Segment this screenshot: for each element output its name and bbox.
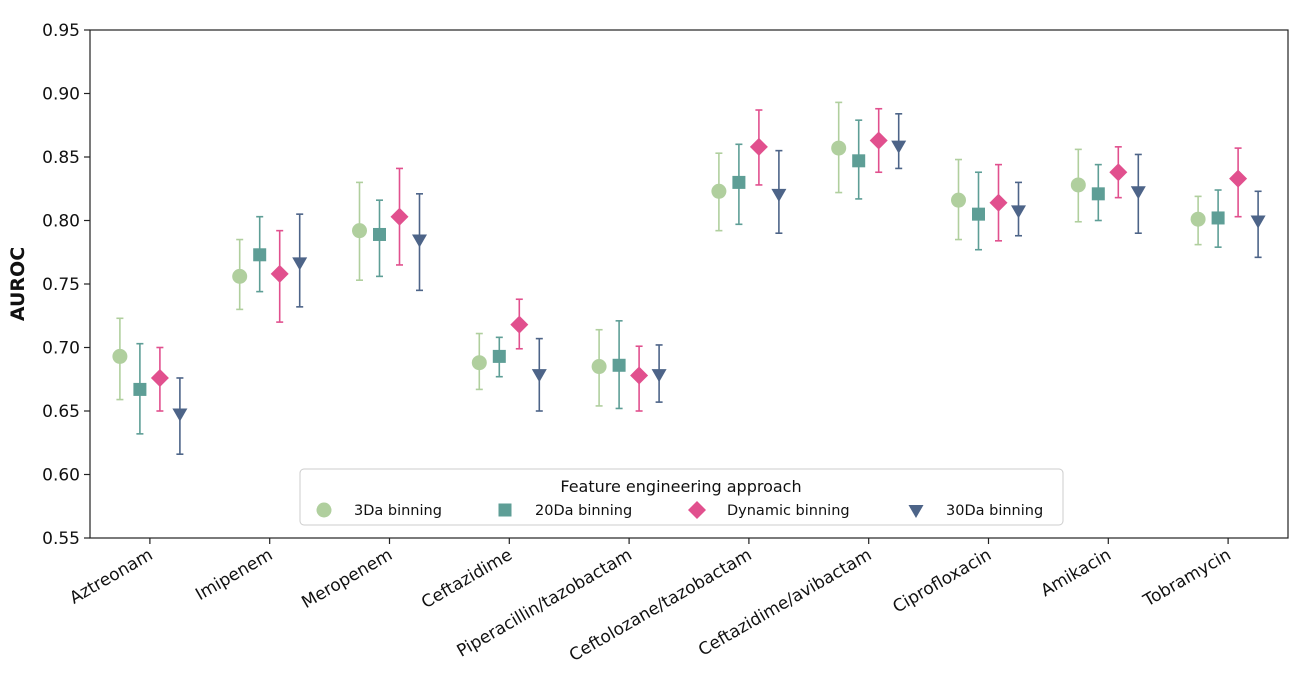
y-tick-label: 0.70: [42, 339, 80, 359]
legend-label: Dynamic binning: [727, 503, 850, 519]
data-point: [1211, 211, 1225, 225]
data-point: [133, 382, 147, 396]
data-point: [531, 369, 547, 383]
data-point: [1109, 163, 1128, 182]
data-point: [471, 355, 487, 371]
data-point: [172, 408, 188, 422]
data-point: [253, 248, 267, 262]
data-point: [891, 140, 907, 154]
y-tick-label: 0.95: [42, 21, 80, 41]
data-point: [270, 264, 289, 283]
data-point: [412, 234, 427, 248]
data-point: [711, 183, 727, 199]
data-point: [1229, 169, 1248, 188]
data-point: [612, 358, 626, 372]
data-point: [732, 175, 746, 189]
data-point: [232, 268, 248, 284]
data-point: [972, 207, 985, 221]
data-point: [591, 359, 607, 375]
legend: Feature engineering approach 3Da binning…: [299, 468, 1064, 526]
y-tick-label: 0.55: [42, 529, 80, 549]
data-marks: [112, 101, 1266, 455]
data-point: [492, 349, 506, 363]
data-point: [651, 369, 667, 383]
y-tick-label: 0.65: [42, 402, 80, 422]
x-tick-label: Meropenem: [298, 545, 396, 613]
legend-marker: [908, 505, 924, 518]
legend-box: [299, 468, 1064, 526]
data-point: [630, 366, 649, 385]
x-tick-label: Imipenem: [192, 545, 276, 605]
data-point: [112, 348, 128, 364]
data-point: [150, 368, 169, 387]
plot-frame: [89, 29, 1289, 539]
data-point: [1130, 186, 1146, 200]
data-point: [1091, 187, 1105, 201]
series-dynamic-binning: [150, 107, 1248, 412]
y-tick-label: 0.80: [42, 212, 80, 232]
data-point: [373, 227, 386, 241]
data-point: [771, 188, 787, 202]
series-3da-binning: [112, 101, 1206, 407]
data-point: [1250, 215, 1266, 229]
data-point: [869, 131, 888, 150]
legend-title: Feature engineering approach: [560, 477, 801, 496]
legend-label: 20Da binning: [535, 503, 632, 519]
legend-marker: [498, 503, 512, 517]
y-tick-label: 0.60: [42, 466, 80, 486]
x-tick-label: Ceftazidime: [418, 545, 516, 613]
data-point: [989, 193, 1008, 212]
legend-label: 30Da binning: [946, 503, 1043, 519]
x-tick-label: Amikacin: [1037, 545, 1114, 601]
data-point: [749, 137, 768, 156]
data-point: [510, 315, 529, 334]
series-20da-binning: [133, 119, 1225, 435]
data-point: [292, 257, 308, 271]
data-point: [1190, 211, 1206, 227]
legend-items: 3Da binning 20Da binning Dynamic binning 30…: [316, 501, 1043, 519]
x-tick-label: Ciprofloxacin: [889, 545, 995, 617]
data-point: [1070, 177, 1086, 193]
series-30da-binning: [172, 113, 1266, 455]
legend-marker: [688, 501, 706, 519]
data-point: [852, 154, 866, 168]
y-tick-label: 0.85: [42, 148, 80, 168]
data-point: [951, 192, 966, 208]
legend-label: 3Da binning: [354, 503, 442, 519]
y-axis: 0.55 0.60 0.65 0.70 0.75 0.80 0.85 0.90 0.95: [42, 21, 90, 549]
x-axis: Aztreonam Imipenem Meropenem CeftazidimePip…: [66, 538, 1235, 666]
data-point: [352, 223, 367, 239]
data-point: [390, 207, 409, 226]
data-point: [1011, 205, 1026, 219]
legend-marker: [316, 502, 332, 518]
y-tick-label: 0.90: [42, 85, 80, 105]
y-tick-label: 0.75: [42, 275, 80, 295]
x-tick-label: Tobramycin: [1139, 545, 1234, 612]
x-tick-label: Aztreonam: [66, 545, 156, 609]
data-point: [831, 140, 847, 156]
y-axis-label: AUROC: [7, 247, 29, 321]
